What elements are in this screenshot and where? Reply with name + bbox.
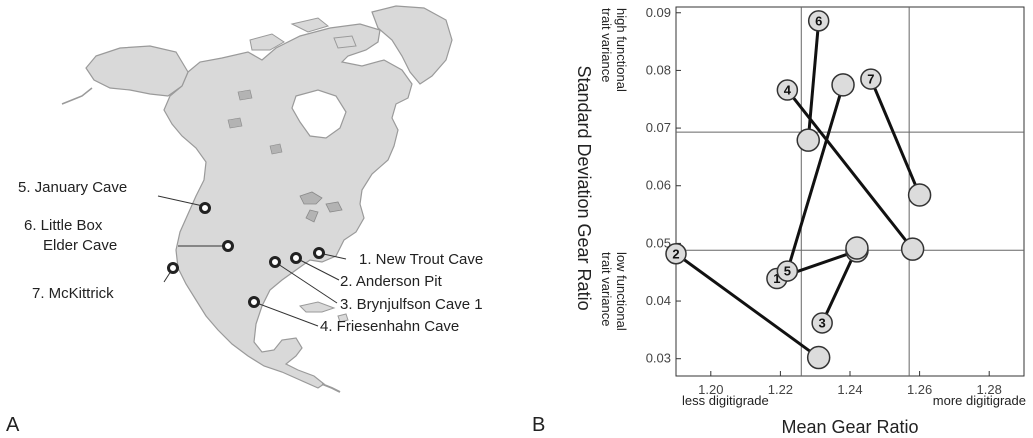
reference-lines <box>676 7 1024 376</box>
y-axis-title: Standard Deviation Gear Ratio <box>574 65 594 310</box>
site-marker-6 <box>224 242 233 251</box>
y-tick-label: 0.09 <box>646 5 671 20</box>
site-connections <box>676 21 920 358</box>
site-5-end-point <box>832 74 854 96</box>
site-marker-5 <box>201 204 210 213</box>
y-annotation-bottom-line-2: trait variance <box>599 252 614 326</box>
site-5-number-label: 5 <box>784 264 791 279</box>
site-2-number-label: 2 <box>672 246 679 261</box>
y-annotation-bottom-line-1: low functional <box>614 252 629 331</box>
x-tick-label: 1.26 <box>907 382 932 397</box>
site-marker-2 <box>292 254 301 263</box>
site-label-1: 1. New Trout Cave <box>359 251 483 268</box>
site-4-end-point <box>902 238 924 260</box>
site-marker-1 <box>315 249 324 258</box>
x-tick-label: 1.22 <box>768 382 793 397</box>
y-tick-label: 0.03 <box>646 351 671 366</box>
aleutian-islands <box>62 88 92 104</box>
x-tick-label: 1.24 <box>837 382 862 397</box>
y-annotation-top-line-2: trait variance <box>599 8 614 82</box>
site-label-6-line-2: Elder Cave <box>43 237 117 254</box>
y-tick-label: 0.07 <box>646 120 671 135</box>
site-3-end-point <box>846 237 868 259</box>
site-5-connection <box>787 85 843 271</box>
site-3-number-label: 3 <box>819 315 826 330</box>
site-label-7: 7. McKittrick <box>32 285 114 302</box>
y-tick-label: 0.04 <box>646 293 671 308</box>
site-label-6-line-1: 6. Little Box <box>24 217 103 234</box>
site-marker-4 <box>250 298 259 307</box>
chart-panel: 1.20 1.22 1.24 1.26 1.28 0.030.040.050.060.0… <box>532 5 1026 437</box>
panel-a-letter: A <box>6 414 20 436</box>
y-annotation-top-line-1: high functional <box>614 8 629 92</box>
x-annotation-right: more digitigrade <box>933 393 1026 408</box>
site-6-number-label: 6 <box>815 13 822 28</box>
site-label-4: 4. Friesenhahn Cave <box>320 318 459 335</box>
panel-b-letter: B <box>532 414 545 436</box>
site-2-end-point <box>808 347 830 369</box>
site-4-connection <box>787 90 912 249</box>
leader-line-3 <box>275 262 337 303</box>
y-tick-label: 0.08 <box>646 62 671 77</box>
plot-frame <box>676 7 1024 376</box>
alaska-land <box>86 46 188 96</box>
site-marker-7 <box>169 264 178 273</box>
site-4-number-label: 4 <box>784 83 792 98</box>
site-marker-3 <box>271 258 280 267</box>
x-annotation-left: less digitigrade <box>682 393 769 408</box>
site-7-connection <box>871 79 920 195</box>
y-tick-label: 0.06 <box>646 178 671 193</box>
site-7-end-point <box>909 184 931 206</box>
site-label-5: 5. January Cave <box>18 179 127 196</box>
central-america <box>322 384 340 392</box>
x-axis-title: Mean Gear Ratio <box>781 417 918 437</box>
site-label-3: 3. Brynjulfson Cave 1 <box>340 296 483 313</box>
site-7-number-label: 7 <box>867 72 874 87</box>
site-6-end-point <box>797 129 819 151</box>
site-label-2: 2. Anderson Pit <box>340 273 443 290</box>
map-panel: 1. New Trout Cave 2. Anderson Pit 3. Bry… <box>6 6 483 436</box>
